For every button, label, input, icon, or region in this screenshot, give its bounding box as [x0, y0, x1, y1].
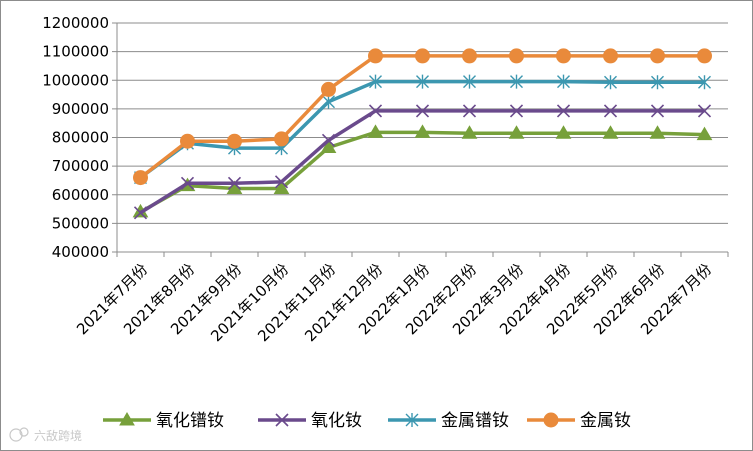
data-point — [416, 74, 429, 89]
y-tick-label: 500000 — [52, 214, 109, 232]
series-3 — [133, 48, 712, 186]
data-point — [509, 104, 524, 118]
data-point — [602, 125, 619, 139]
y-tick-label: 700000 — [52, 157, 109, 175]
legend-label: 金属镨钕 — [441, 411, 509, 431]
legend-marker — [405, 413, 419, 427]
data-point — [133, 206, 148, 220]
series-line — [139, 54, 705, 179]
data-point — [557, 74, 570, 89]
data-point — [369, 74, 382, 89]
data-point — [650, 104, 665, 118]
data-point — [321, 81, 336, 97]
data-point — [368, 48, 383, 64]
data-point — [414, 124, 431, 138]
data-point — [321, 133, 336, 147]
legend-label: 金属钕 — [580, 411, 631, 431]
y-tick-label: 900000 — [52, 100, 109, 118]
watermark-text: 六敌跨境 — [34, 428, 82, 443]
data-point — [322, 94, 335, 109]
series-0 — [132, 124, 713, 218]
data-point — [509, 48, 524, 64]
data-point — [462, 104, 477, 118]
legend: 氧化镨钕 氧化钕 金属镨钕 金属钕 — [103, 411, 631, 431]
legend-marker — [543, 412, 559, 428]
y-tick-label: 800000 — [52, 129, 109, 147]
data-point — [698, 75, 711, 90]
data-point — [227, 176, 242, 190]
legend-item: 金属钕 — [527, 411, 631, 431]
legend-item: 氧化钕 — [258, 411, 362, 431]
data-point — [273, 180, 290, 194]
data-point — [415, 104, 430, 118]
series-1 — [133, 104, 712, 220]
data-point — [556, 48, 571, 64]
legend-marker — [275, 413, 289, 427]
y-tick-label: 1000000 — [42, 71, 109, 89]
data-point — [368, 104, 383, 118]
watermark: 六敌跨境 — [9, 427, 82, 443]
data-point — [367, 124, 384, 138]
y-tick-label: 400000 — [52, 243, 109, 261]
data-point — [510, 74, 523, 89]
x-axis-ticks: 2021年7月份2021年8月份2021年9月份2021年10月份2021年11… — [73, 260, 715, 345]
data-point — [555, 125, 572, 139]
y-tick-label: 1200000 — [42, 14, 109, 32]
data-point — [415, 48, 430, 64]
data-point — [604, 75, 617, 90]
data-point — [556, 104, 571, 118]
data-point — [649, 125, 666, 139]
legend-item: 氧化镨钕 — [103, 411, 224, 431]
y-tick-label: 1100000 — [42, 43, 109, 61]
data-point — [603, 48, 618, 64]
data-point — [227, 133, 242, 149]
data-point — [133, 170, 148, 186]
data-point — [274, 131, 289, 147]
data-point — [274, 175, 289, 189]
data-point — [320, 139, 337, 154]
data-point — [180, 133, 195, 149]
data-point — [651, 75, 664, 90]
data-point — [180, 176, 195, 190]
series-layer — [132, 48, 713, 220]
legend-label: 氧化钕 — [311, 411, 362, 431]
data-point — [463, 74, 476, 89]
y-axis-ticks: 400000 500000 600000 700000 800000 900000 1000… — [42, 14, 109, 261]
data-point — [697, 48, 712, 64]
series-line — [139, 130, 705, 214]
data-point — [696, 126, 713, 141]
legend-item: 金属镨钕 — [388, 411, 509, 431]
data-point — [650, 48, 665, 64]
data-point — [697, 104, 712, 118]
data-point — [603, 104, 618, 118]
data-point — [508, 125, 525, 139]
data-point — [462, 48, 477, 64]
y-tick-label: 600000 — [52, 186, 109, 204]
data-point — [461, 125, 478, 139]
legend-label: 氧化镨钕 — [156, 411, 224, 431]
legend-marker — [119, 412, 135, 426]
